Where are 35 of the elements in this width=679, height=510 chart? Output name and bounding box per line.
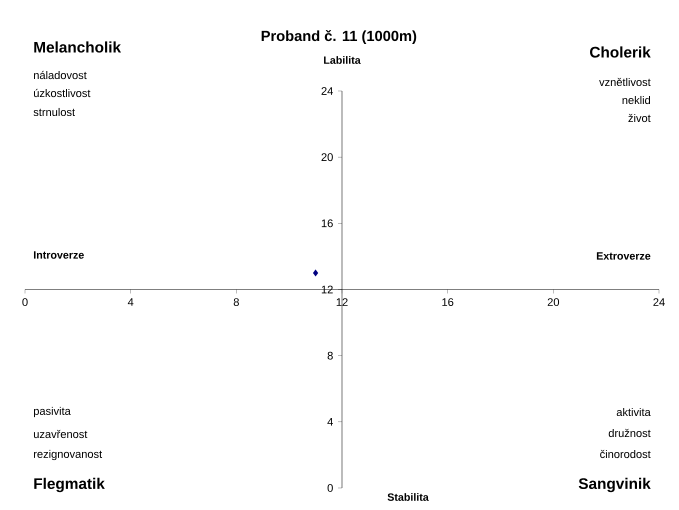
y-tick-label: 8: [328, 352, 333, 360]
text: Cholerik: [590, 46, 651, 58]
text: Labilita: [324, 56, 361, 64]
annotation: činorodost: [600, 450, 651, 458]
annotation: strnulost: [34, 108, 75, 116]
annotation: uzavřenost: [34, 430, 88, 438]
annotation: aktivita: [616, 408, 651, 416]
text: náladovost: [34, 70, 87, 80]
chart-title: Proband č. 11 (1000m): [262, 30, 416, 44]
x-tick-label: 20: [548, 298, 560, 306]
annotation: Flegmatik: [34, 478, 105, 492]
text: Stabilita: [388, 493, 429, 501]
y-tick-label: 12: [322, 286, 333, 294]
annotation: život: [628, 114, 651, 122]
annotation: Extroverze: [596, 252, 650, 260]
annotation: pasivita: [34, 406, 71, 418]
annotation: rezignovanost: [34, 450, 102, 460]
x-tick-label: 12: [336, 298, 348, 306]
y-tick-label: 20: [322, 153, 333, 162]
x-tick-label: 16: [442, 298, 454, 306]
x-tick-label: 24: [653, 298, 665, 306]
annotation: družnost: [608, 428, 651, 438]
y-tick-label: 16: [322, 219, 333, 228]
annotation: Sangvinik: [578, 478, 651, 492]
x-tick-label: 8: [234, 298, 239, 306]
text: Melancholik: [34, 41, 122, 53]
annotation: neklid: [622, 96, 650, 104]
text: vznětlivost: [599, 78, 651, 86]
x-tick-label: 0: [22, 298, 28, 306]
y-tick-label: 0: [328, 484, 333, 492]
y-tick-label: 4: [327, 418, 333, 426]
annotation: Introverze: [34, 251, 84, 259]
x-tick-label: 4: [128, 298, 134, 306]
annotation: úzkostlivost: [34, 88, 90, 98]
y-tick-label: 24: [322, 87, 333, 95]
